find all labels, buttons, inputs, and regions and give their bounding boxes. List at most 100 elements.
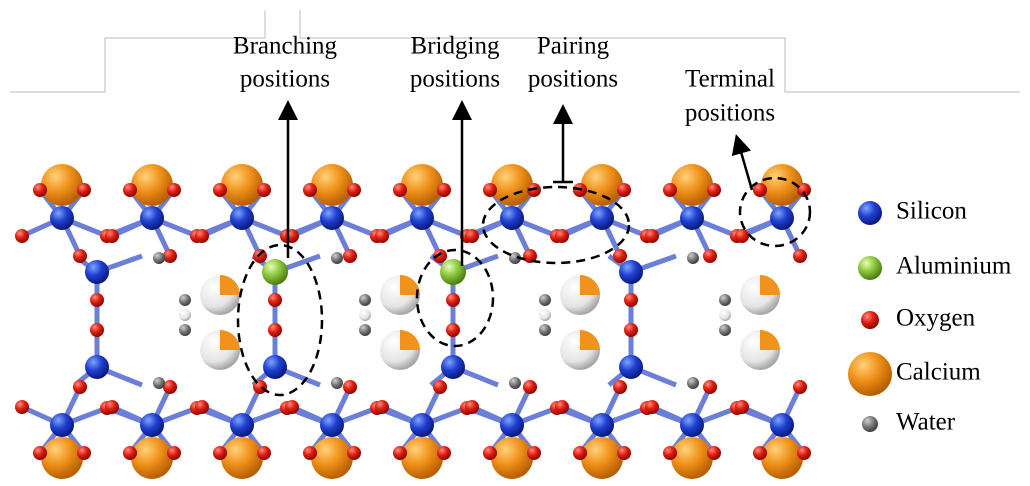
oxygen bbox=[268, 323, 282, 337]
oxygen bbox=[123, 446, 137, 460]
calcium bbox=[221, 164, 263, 206]
calcium-occupancy bbox=[760, 330, 780, 350]
silicon bbox=[619, 260, 643, 284]
calcium bbox=[581, 437, 623, 479]
calcium-occupancy bbox=[220, 330, 240, 350]
oxygen bbox=[347, 446, 361, 460]
oxygen bbox=[793, 380, 807, 394]
calcium bbox=[581, 164, 623, 206]
oxygen bbox=[375, 229, 389, 243]
silicon bbox=[619, 355, 643, 379]
oxygen bbox=[213, 446, 227, 460]
calcium bbox=[41, 437, 83, 479]
oxygen bbox=[195, 229, 209, 243]
silicon bbox=[230, 413, 254, 437]
calcium bbox=[761, 164, 803, 206]
oxygen bbox=[703, 380, 717, 394]
water bbox=[687, 252, 699, 264]
legend-swatch bbox=[861, 311, 879, 329]
oxygen bbox=[163, 249, 177, 263]
silicon bbox=[50, 206, 74, 230]
silicon bbox=[590, 206, 614, 230]
oxygen bbox=[15, 229, 29, 243]
oxygen bbox=[663, 446, 677, 460]
water bbox=[331, 377, 343, 389]
oxygen bbox=[613, 380, 627, 394]
oxygen bbox=[437, 183, 451, 197]
oxygen bbox=[77, 183, 91, 197]
oxygen bbox=[73, 249, 87, 263]
legend: Silicon Aluminium Oxygen Calcium Water bbox=[848, 198, 1012, 436]
legend-swatch bbox=[858, 201, 882, 225]
calcium bbox=[311, 164, 353, 206]
calcium bbox=[401, 164, 443, 206]
oxygen bbox=[707, 183, 721, 197]
legend-label: Calcium bbox=[896, 359, 981, 386]
oxygen bbox=[105, 400, 119, 414]
oxygen bbox=[163, 380, 177, 394]
water bbox=[687, 377, 699, 389]
oxygen bbox=[90, 293, 104, 307]
oxygen bbox=[433, 380, 447, 394]
oxygen bbox=[90, 323, 104, 337]
oxygen bbox=[617, 446, 631, 460]
silicon bbox=[50, 413, 74, 437]
legend-label: Silicon bbox=[896, 198, 967, 225]
frame-line bbox=[10, 10, 266, 93]
annotation-line: positions bbox=[528, 66, 618, 93]
oxygen bbox=[797, 446, 811, 460]
silicon bbox=[263, 355, 287, 379]
oxygen bbox=[73, 380, 87, 394]
water bbox=[719, 309, 731, 321]
silicon bbox=[500, 413, 524, 437]
annotation-line: Branching bbox=[233, 33, 338, 60]
oxygen bbox=[523, 249, 537, 263]
oxygen bbox=[735, 400, 749, 414]
annotation-line: positions bbox=[410, 66, 500, 93]
silicon bbox=[85, 260, 109, 284]
oxygen bbox=[573, 446, 587, 460]
oxygen bbox=[527, 446, 541, 460]
water bbox=[331, 252, 343, 264]
legend-label: Aluminium bbox=[896, 253, 1012, 280]
silicon bbox=[320, 206, 344, 230]
water bbox=[539, 309, 551, 321]
calcium bbox=[761, 437, 803, 479]
highlights bbox=[236, 176, 812, 397]
water bbox=[179, 324, 191, 336]
legend-label: Oxygen bbox=[896, 305, 976, 332]
terminal-region bbox=[738, 176, 812, 248]
oxygen bbox=[167, 183, 181, 197]
calcium-occupancy bbox=[760, 275, 780, 295]
oxygen bbox=[707, 446, 721, 460]
calcium bbox=[671, 164, 713, 206]
oxygen bbox=[613, 249, 627, 263]
legend-swatch bbox=[848, 352, 892, 396]
silicon bbox=[320, 413, 344, 437]
oxygen bbox=[645, 229, 659, 243]
arrows bbox=[278, 100, 754, 266]
oxygen bbox=[167, 446, 181, 460]
annotation-line: positions bbox=[685, 100, 775, 127]
water bbox=[539, 294, 551, 306]
silicon bbox=[140, 206, 164, 230]
oxygen bbox=[393, 183, 407, 197]
calcium bbox=[41, 164, 83, 206]
water bbox=[539, 324, 551, 336]
silicon bbox=[590, 413, 614, 437]
calcium bbox=[401, 437, 443, 479]
calcium bbox=[131, 164, 173, 206]
oxygen bbox=[735, 229, 749, 243]
water bbox=[359, 324, 371, 336]
water bbox=[509, 252, 521, 264]
oxygen bbox=[624, 323, 638, 337]
water bbox=[179, 294, 191, 306]
oxygen bbox=[343, 380, 357, 394]
oxygen bbox=[33, 183, 47, 197]
silicon bbox=[770, 206, 794, 230]
oxygen bbox=[555, 400, 569, 414]
oxygen bbox=[793, 249, 807, 263]
calcium bbox=[671, 437, 713, 479]
water bbox=[153, 377, 165, 389]
